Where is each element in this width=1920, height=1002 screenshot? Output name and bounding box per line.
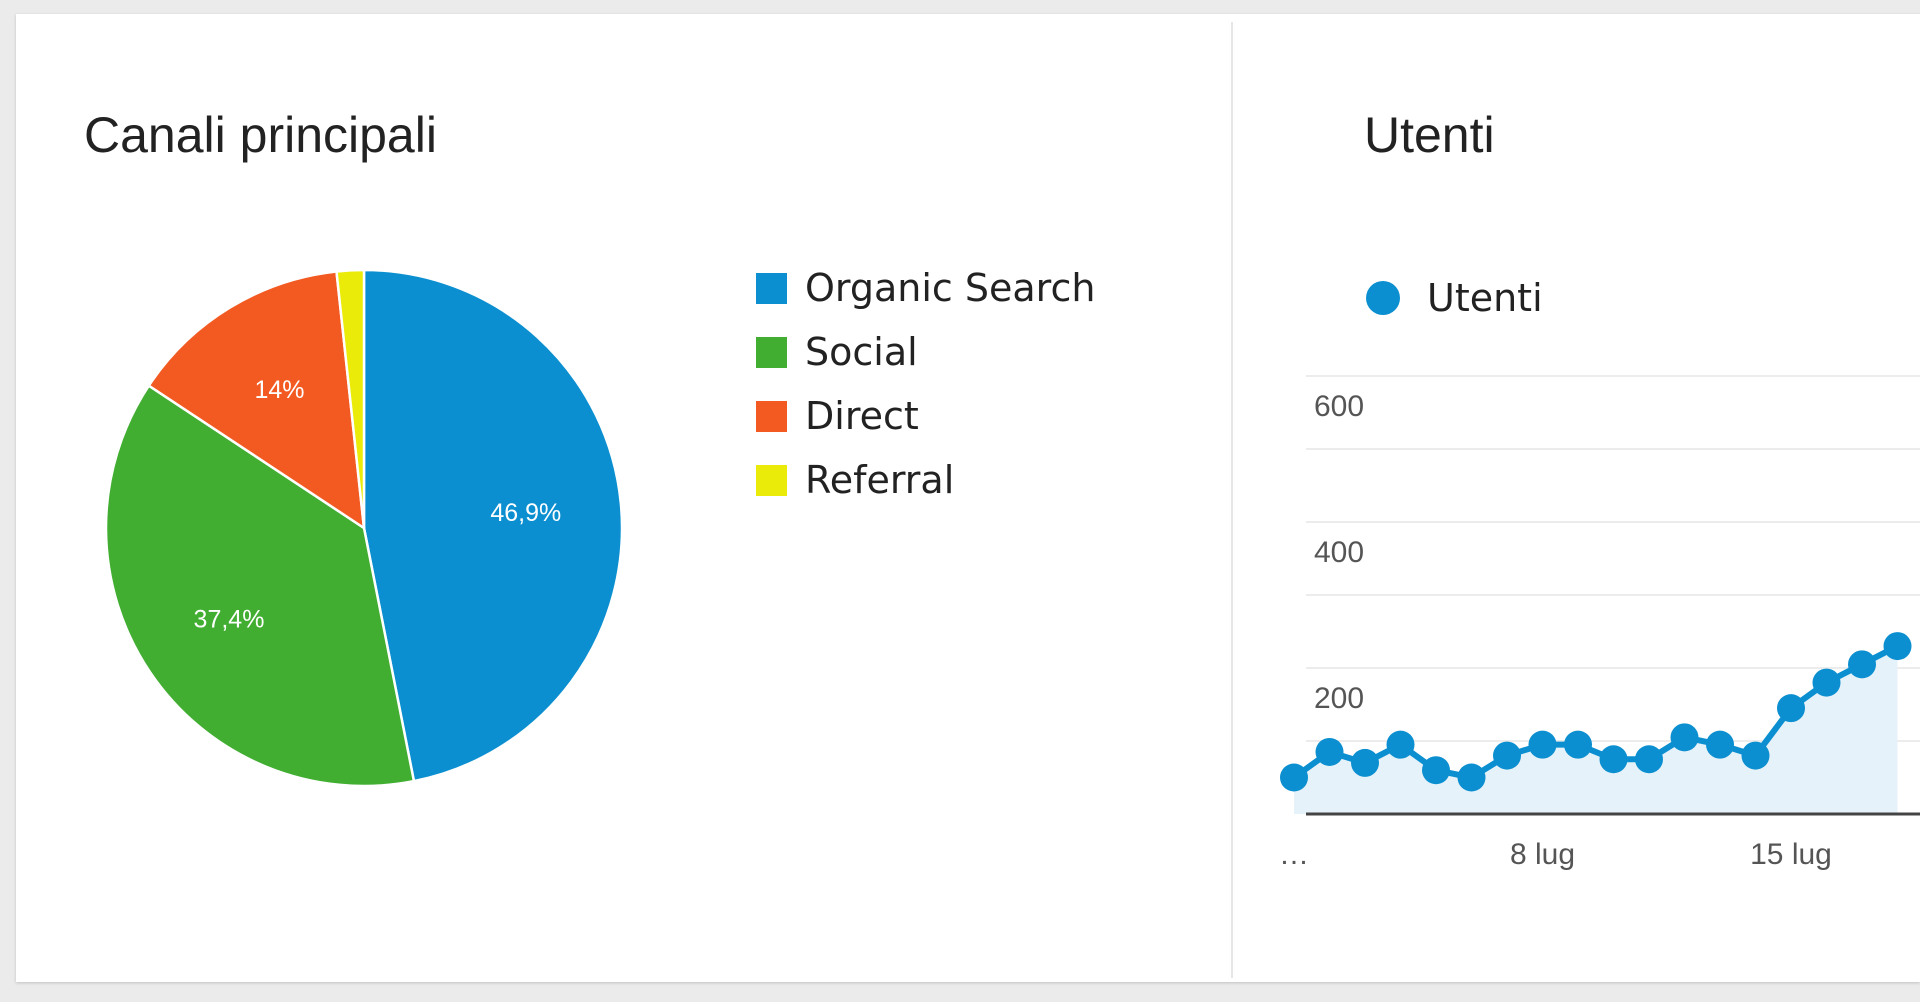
- legend-dot-utenti: [1366, 281, 1400, 315]
- utenti-point-3[interactable]: [1386, 730, 1415, 759]
- pie-slice-social[interactable]: [104, 383, 416, 788]
- x-tick-label: 15 lug: [1750, 838, 1832, 871]
- utenti-point-5[interactable]: [1457, 763, 1486, 792]
- panel-divider: [1231, 22, 1233, 978]
- utenti-point-1[interactable]: [1315, 737, 1344, 766]
- pie-slice-organic-search[interactable]: [362, 268, 624, 783]
- x-tick-label: 8 lug: [1510, 838, 1575, 871]
- legend-item-organic-search[interactable]: Organic Search: [756, 256, 1095, 320]
- utenti-point-16[interactable]: [1848, 650, 1876, 679]
- utenti-point-14[interactable]: [1777, 694, 1805, 723]
- y-tick-label: 400: [1314, 536, 1364, 569]
- legend-item-social[interactable]: Social: [756, 320, 1095, 384]
- pie-slice-referral[interactable]: [335, 268, 366, 529]
- legend-label: Direct: [805, 394, 919, 438]
- utenti-point-8[interactable]: [1564, 730, 1592, 759]
- pie-slice-label-organic-search: 46,9%: [490, 499, 561, 527]
- utenti-area: [1294, 646, 1898, 814]
- dashboard-card: Canali principali 46,9% 37,4% 14% Organic …: [16, 14, 1920, 982]
- line-chart: 600 400 200 … 8 lug 15 lug: [1280, 375, 1920, 871]
- legend-label: Organic Search: [805, 266, 1096, 310]
- pie-chart: 46,9% 37,4% 14%: [104, 268, 624, 788]
- utenti-point-15[interactable]: [1812, 668, 1841, 697]
- y-tick-label: 200: [1314, 682, 1364, 715]
- pie-slice-label-social: 37,4%: [194, 606, 265, 634]
- legend-swatch-referral: [756, 464, 787, 496]
- legend-label: Utenti: [1427, 276, 1543, 320]
- utenti-point-9[interactable]: [1599, 745, 1628, 774]
- utenti-point-12[interactable]: [1706, 730, 1734, 759]
- pie-legend: Organic Search Social Direct Referral: [756, 256, 1095, 512]
- pie-slice-direct[interactable]: [147, 270, 366, 531]
- utenti-point-10[interactable]: [1635, 745, 1663, 774]
- utenti-point-4[interactable]: [1422, 756, 1450, 785]
- pie-chart-title: Canali principali: [84, 107, 437, 163]
- legend-swatch-social: [756, 336, 787, 368]
- utenti-point-2[interactable]: [1351, 748, 1379, 777]
- utenti-point-11[interactable]: [1670, 723, 1699, 752]
- utenti-point-7[interactable]: [1528, 730, 1557, 759]
- y-tick-label: 600: [1314, 390, 1364, 423]
- pie-slice-label-direct: 14%: [254, 376, 304, 404]
- utenti-point-0[interactable]: [1280, 763, 1308, 792]
- line-chart-title: Utenti: [1364, 107, 1495, 163]
- x-tick-label: …: [1280, 838, 1309, 871]
- utenti-point-6[interactable]: [1493, 741, 1521, 770]
- legend-swatch-direct: [756, 400, 787, 432]
- legend-item-referral[interactable]: Referral: [756, 448, 1095, 512]
- legend-label: Referral: [805, 458, 955, 502]
- legend-item-direct[interactable]: Direct: [756, 384, 1095, 448]
- line-legend-item-utenti[interactable]: Utenti: [1366, 276, 1543, 320]
- utenti-point-13[interactable]: [1741, 741, 1770, 770]
- legend-label: Social: [805, 330, 918, 374]
- utenti-point-17[interactable]: [1883, 632, 1912, 661]
- legend-swatch-organic-search: [756, 272, 787, 304]
